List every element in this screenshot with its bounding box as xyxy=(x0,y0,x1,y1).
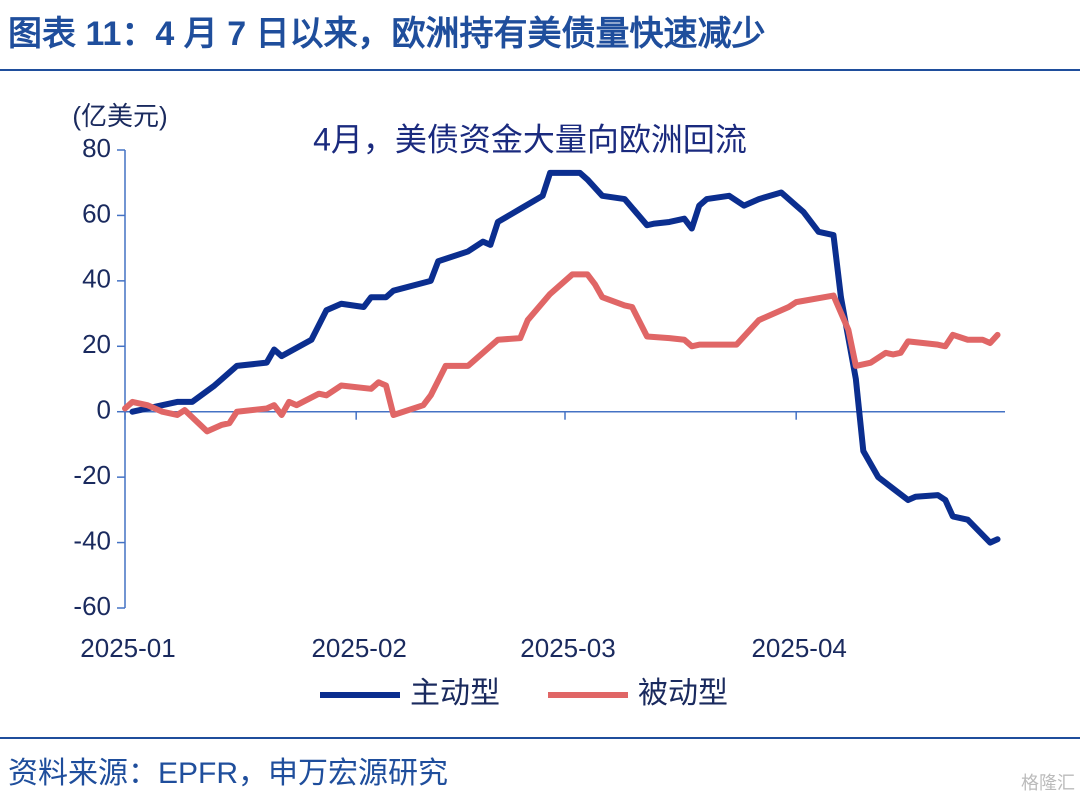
series-line xyxy=(129,169,1001,546)
y-tick-label: -60 xyxy=(73,591,111,621)
legend-label: 主动型 xyxy=(410,677,500,710)
x-tick-label: 2025-04 xyxy=(751,633,846,663)
y-tick-label: -40 xyxy=(73,525,111,555)
x-tick-label: 2025-01 xyxy=(80,633,175,663)
x-tick-label: 2025-02 xyxy=(311,633,406,663)
y-tick-label: 40 xyxy=(82,264,111,294)
chart-title: 图表 11：4 月 7 日以来，欧洲持有美债量快速减少 xyxy=(8,15,766,53)
source: 资料来源：EPFR，申万宏源研究 xyxy=(8,757,448,790)
y-tick-label: -20 xyxy=(73,460,111,490)
annotation: 4月，美债资金大量向欧洲回流 xyxy=(313,121,747,157)
legend-label: 被动型 xyxy=(638,677,728,710)
y-tick-label: 80 xyxy=(82,133,111,163)
y-tick-label: 0 xyxy=(97,395,111,425)
watermark: 格隆汇 xyxy=(1021,773,1075,793)
y-tick-label: 60 xyxy=(82,198,111,228)
x-tick-label: 2025-03 xyxy=(520,633,615,663)
y-tick-label: 20 xyxy=(82,329,111,359)
y-axis-label: (亿美元) xyxy=(72,101,167,131)
series-line xyxy=(122,271,1001,435)
